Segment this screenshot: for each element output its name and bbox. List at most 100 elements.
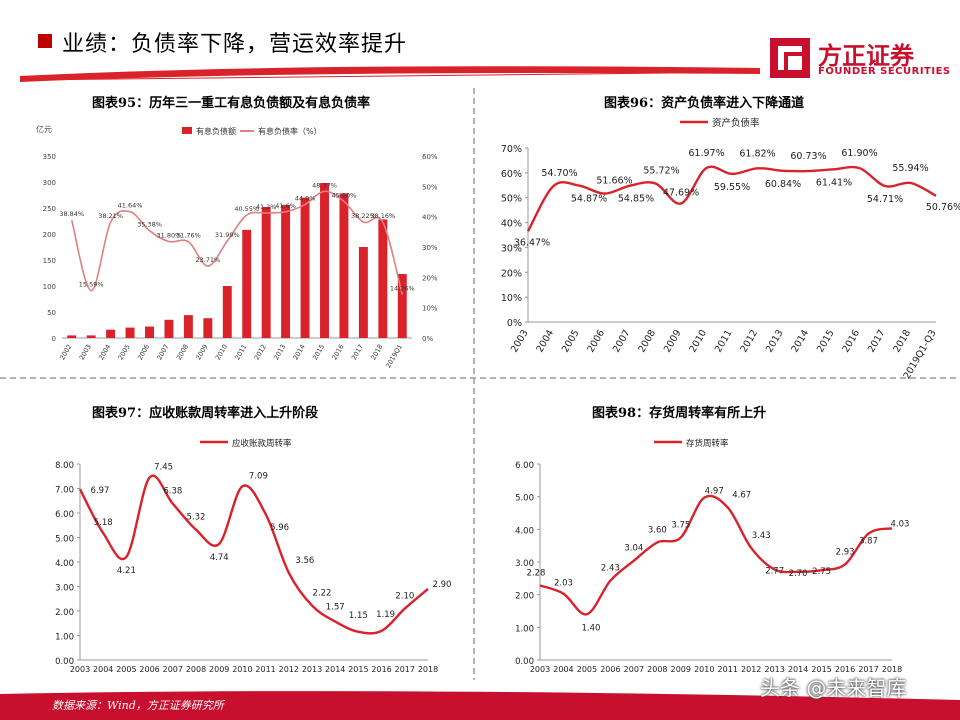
- fig95-line-label: 45.00%: [332, 192, 357, 200]
- fig98-data-label: 3.60: [648, 525, 667, 535]
- fig95-bar: [378, 219, 388, 338]
- founder-logo-icon: [770, 38, 810, 78]
- fig97-x-tick: 2004: [93, 665, 113, 674]
- fig96-data-label: 36.47%: [514, 237, 550, 248]
- fig95-bar: [183, 315, 193, 338]
- fig96-data-label: 50.76%: [926, 202, 960, 213]
- fig95-bar: [125, 327, 135, 338]
- fig97-x-tick: 2014: [325, 665, 345, 674]
- fig95-line-label: 41.2%: [256, 203, 277, 211]
- fig95-title: 图表95：历年三一重工有息负债额及有息负债率: [92, 96, 371, 111]
- fig97-x-tick: 2015: [348, 665, 368, 674]
- watermark: 头条 @未来智库: [760, 676, 907, 700]
- fig97-data-label: 3.56: [295, 556, 314, 566]
- fig95-right-tick: 30%: [422, 244, 438, 252]
- fig96-y-tick: 70%: [501, 144, 522, 155]
- fig97-x-tick: 2010: [232, 665, 252, 674]
- fig95-bar: [203, 318, 213, 338]
- fig98-y-tick: 6.00: [515, 461, 534, 471]
- fig98-data-label: 2.75: [812, 567, 831, 577]
- fig97-x-tick: 2008: [186, 665, 206, 674]
- fig96-data-label: 47.69%: [663, 187, 699, 198]
- fig95-bar: [222, 286, 232, 338]
- fig96-data-label: 60.84%: [765, 179, 801, 190]
- fig98-x-tick: 2005: [577, 665, 597, 674]
- fig96-y-tick: 40%: [501, 219, 522, 230]
- fig98-data-label: 2.70: [789, 569, 808, 579]
- fig97-title: 图表97：应收账款周转率进入上升阶段: [92, 406, 319, 421]
- fig98-y-tick: 4.00: [515, 526, 534, 536]
- fig95-line-label: 41.64%: [118, 202, 143, 210]
- fig95-bar: [164, 319, 174, 338]
- fig95-bar: [261, 206, 271, 338]
- fig95-line-label: 44.0%: [295, 195, 316, 203]
- fig96-data-label: 60.73%: [790, 151, 826, 162]
- fig96-data-label: 54.85%: [618, 194, 654, 205]
- fig98-line-series: [539, 494, 893, 616]
- fig95-left-unit: 亿元: [36, 124, 52, 134]
- title-marker-icon: [38, 34, 52, 48]
- fig98-x-tick: 2008: [647, 665, 667, 674]
- fig96-data-label: 55.72%: [643, 165, 679, 176]
- footer-band: [0, 691, 960, 720]
- fig96-data-label: 54.87%: [571, 194, 607, 205]
- fig97-data-label: 1.15: [349, 611, 368, 621]
- fig95-line-label: 38.16%: [370, 212, 395, 220]
- fig96-data-label: 51.66%: [596, 176, 632, 187]
- fig97-data-label: 6.38: [163, 487, 182, 497]
- fig96-legend-label: 资产负债率: [712, 117, 760, 129]
- fig95-right-tick: 60%: [422, 153, 438, 161]
- fig95-right-tick: 20%: [422, 274, 438, 282]
- fig97-line-series: [78, 474, 429, 635]
- fig95-legend-line: 有息负债率（%）: [258, 126, 322, 136]
- fig97-y-tick: 6.00: [55, 510, 74, 520]
- fig98-x-tick: 2012: [741, 665, 761, 674]
- fig95-bar: [67, 335, 77, 338]
- fig98-x-tick: 2016: [835, 665, 855, 674]
- fig98-y-tick: 0.00: [515, 657, 534, 667]
- fig95-right-tick: 40%: [422, 214, 438, 222]
- fig95-bar: [106, 329, 116, 338]
- fig97-data-label: 1.19: [376, 610, 395, 620]
- fig97-data-label: 1.57: [326, 603, 345, 613]
- fig98-data-label: 2.28: [527, 569, 546, 579]
- fig97-data-label: 2.22: [313, 589, 332, 599]
- fig97-data-label: 4.21: [117, 566, 136, 576]
- fig98-data-label: 4.97: [705, 487, 724, 497]
- fig97-x-tick: 2013: [302, 665, 322, 674]
- fig97-y-tick: 0.00: [55, 657, 74, 667]
- fig95-left-tick: 0: [52, 335, 56, 343]
- fig95-right-tick: 50%: [422, 183, 438, 191]
- fig95-left-tick: 350: [43, 153, 56, 161]
- fig97-x-tick: 2009: [209, 665, 229, 674]
- fig95-line-label: 23.71%: [195, 256, 220, 264]
- fig97-y-tick: 7.00: [55, 486, 74, 496]
- fig96-title: 图表96：资产负债率进入下降通道: [604, 96, 805, 111]
- fig96-data-label: 61.82%: [739, 148, 775, 159]
- fig97-data-label: 7.09: [249, 471, 268, 481]
- fig96-data-label: 61.90%: [841, 148, 877, 159]
- fig98-x-tick: 2004: [553, 665, 573, 674]
- fig97-x-tick: 2017: [395, 665, 415, 674]
- fig95-bar: [339, 193, 349, 338]
- fig97-y-tick: 5.00: [55, 535, 74, 545]
- fig98-data-label: 3.87: [859, 537, 878, 547]
- fig97-data-label: 2.10: [395, 592, 414, 602]
- fig98-y-tick: 2.00: [515, 592, 534, 602]
- fig98-data-label: 3.43: [752, 531, 771, 541]
- logo-text-en: FOUNDER SECURITIES: [818, 66, 951, 77]
- fig96-y-tick: 20%: [501, 268, 522, 279]
- fig97-y-tick: 3.00: [55, 584, 74, 594]
- fig95-line-label: 40.55%: [234, 205, 259, 213]
- fig98-data-label: 4.67: [732, 490, 751, 500]
- fig95-left-tick: 200: [43, 231, 56, 239]
- fig95-right-tick: 10%: [422, 305, 438, 313]
- fig98-data-label: 2.93: [836, 547, 855, 557]
- fig96-line-series: [526, 165, 937, 232]
- fig97-x-tick: 2016: [371, 665, 391, 674]
- fig95-line-label: 15.59%: [79, 281, 104, 289]
- fig98-x-tick: 2013: [764, 665, 784, 674]
- fig96-data-label: 61.41%: [816, 177, 852, 188]
- fig95-left-tick: 150: [43, 257, 56, 265]
- fig98-x-tick: 2006: [600, 665, 620, 674]
